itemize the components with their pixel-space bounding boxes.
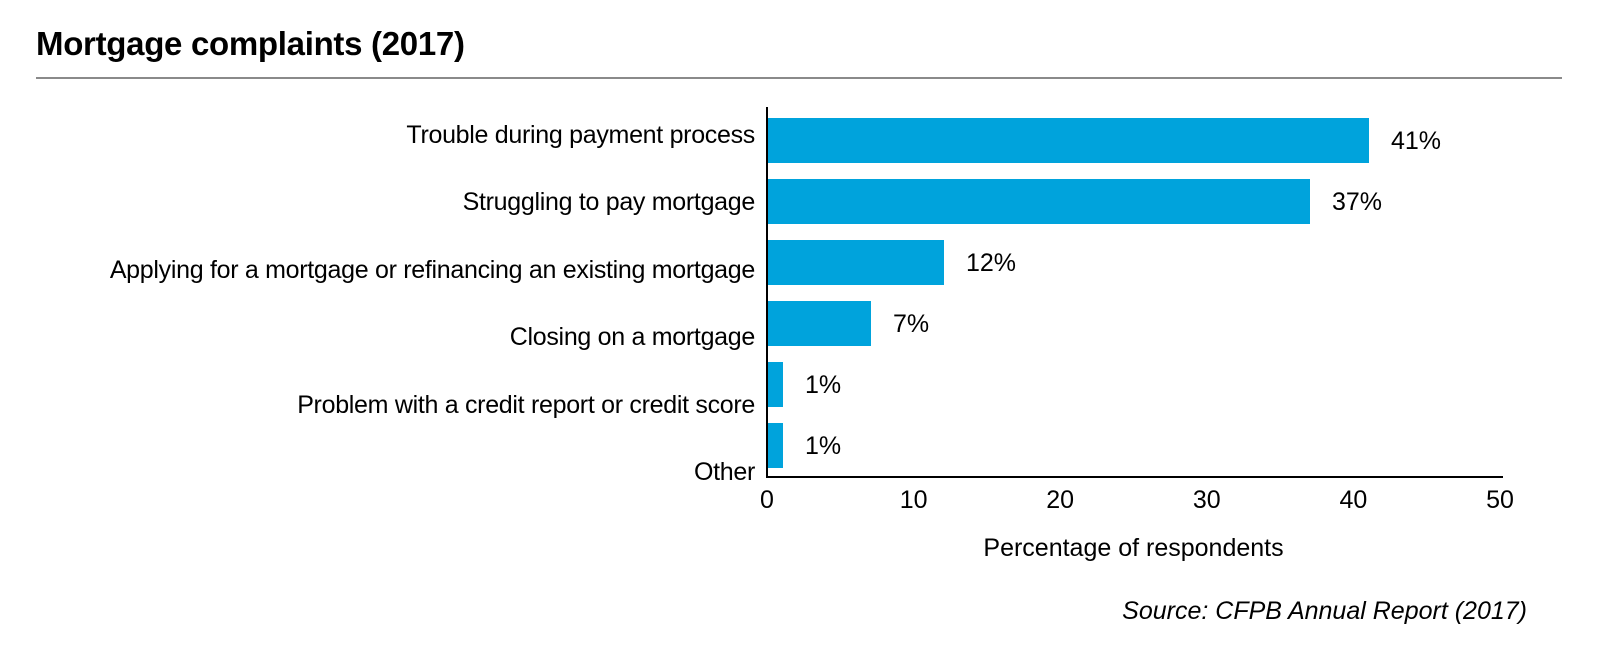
- bar: [768, 301, 871, 346]
- category-label: Trouble during payment process: [406, 121, 755, 149]
- value-label: 37%: [1332, 188, 1383, 216]
- title-divider: [36, 77, 1562, 79]
- x-tick-label: 30: [1192, 486, 1221, 514]
- chart-title: Mortgage complaints (2017): [36, 25, 465, 62]
- bar: [768, 423, 783, 468]
- category-label: Applying for a mortgage or refinancing a…: [109, 255, 755, 284]
- bar: [768, 179, 1310, 224]
- value-label: 41%: [1391, 127, 1442, 155]
- x-tick-label: 50: [1486, 486, 1514, 514]
- value-label: 7%: [893, 310, 930, 338]
- y-axis-line: [766, 107, 768, 478]
- x-tick-label: 0: [760, 486, 774, 514]
- value-label: 12%: [966, 249, 1017, 277]
- x-axis-line: [766, 476, 1503, 478]
- category-label: Struggling to pay mortgage: [462, 188, 756, 217]
- bar: [768, 240, 944, 285]
- x-axis-title: Percentage of respondents: [983, 534, 1284, 562]
- x-tick-label: 10: [899, 486, 928, 514]
- category-label: Other: [693, 458, 755, 486]
- x-tick-label: 40: [1339, 486, 1368, 514]
- category-label: Closing on a mortgage: [509, 323, 756, 352]
- bar: [768, 118, 1369, 163]
- source-note: Source: CFPB Annual Report (2017): [1122, 597, 1527, 625]
- value-label: 1%: [805, 432, 842, 460]
- x-tick-label: 20: [1046, 486, 1075, 514]
- category-label: Problem with a credit report or credit s…: [297, 390, 755, 419]
- value-label: 1%: [805, 371, 842, 399]
- bar: [768, 362, 783, 407]
